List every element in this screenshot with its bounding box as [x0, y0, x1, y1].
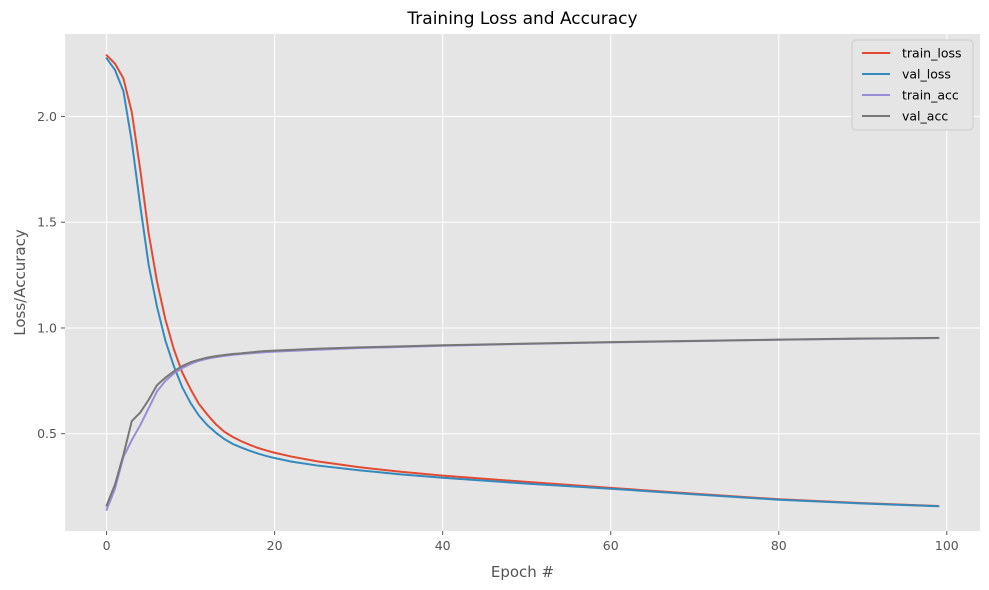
series-lines — [105, 54, 940, 511]
y-tick-label: 1.0 — [37, 320, 57, 335]
y-axis-ticks: 0.5 1.0 1.5 2.0 — [37, 109, 65, 441]
legend: train_loss val_loss train_acc val_acc — [851, 39, 974, 131]
x-tick-label: 100 — [935, 538, 959, 553]
y-tick-label: 2.0 — [37, 109, 57, 124]
legend-label-val-acc: val_acc — [902, 109, 948, 124]
x-tick-label: 80 — [771, 538, 787, 553]
series-line-val-loss — [105, 57, 940, 508]
y-tick-label: 0.5 — [37, 426, 57, 441]
chart-title: Training Loss and Accuracy — [406, 9, 637, 29]
legend-label-train-acc: train_acc — [902, 88, 959, 103]
legend-label-val-loss: val_loss — [902, 67, 951, 82]
x-tick-label: 20 — [267, 538, 283, 553]
y-axis-label: Loss/Accuracy — [11, 229, 29, 336]
plot-area — [65, 34, 980, 531]
legend-label-train-loss: train_loss — [902, 46, 962, 61]
legend-box — [851, 39, 974, 131]
series-line-train-loss — [105, 54, 940, 508]
x-axis-ticks: 0 20 40 60 80 100 — [103, 531, 959, 553]
y-tick-label: 1.5 — [37, 215, 57, 230]
x-tick-label: 0 — [103, 538, 111, 553]
x-axis-label: Epoch # — [491, 563, 554, 581]
x-tick-label: 40 — [435, 538, 451, 553]
series-line-val-acc — [105, 336, 940, 507]
x-tick-label: 60 — [603, 538, 619, 553]
